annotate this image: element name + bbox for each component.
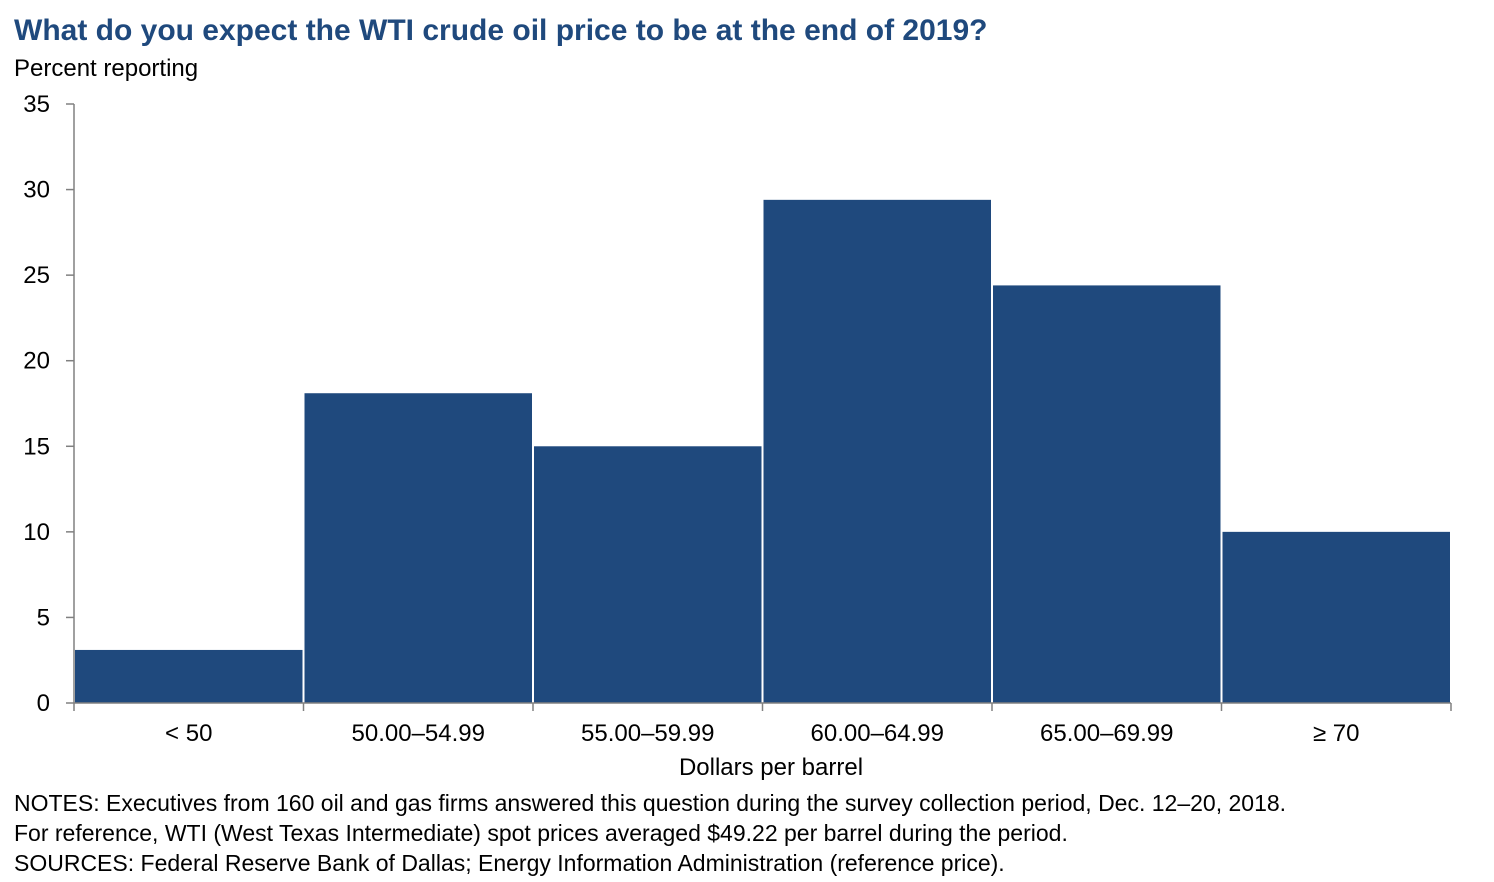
x-tick-label: 65.00–69.99 bbox=[1040, 720, 1173, 747]
y-tick-label: 5 bbox=[37, 604, 50, 631]
notes-line: NOTES: Executives from 160 oil and gas f… bbox=[14, 790, 1287, 816]
x-tick-label: 60.00–64.99 bbox=[811, 720, 944, 747]
x-tick-label: ≥ 70 bbox=[1313, 720, 1360, 747]
y-tick-label: 25 bbox=[23, 262, 50, 289]
sources-line: SOURCES: Federal Reserve Bank of Dallas;… bbox=[14, 850, 1005, 876]
chart-title: What do you expect the WTI crude oil pri… bbox=[14, 14, 988, 47]
y-axis-label: Percent reporting bbox=[14, 55, 199, 82]
y-tick-label: 0 bbox=[37, 690, 50, 717]
y-tick-label: 20 bbox=[23, 348, 50, 375]
bar bbox=[304, 393, 532, 703]
y-tick-label: 30 bbox=[23, 177, 50, 204]
bar bbox=[75, 649, 303, 703]
bar bbox=[534, 446, 762, 703]
bar bbox=[763, 199, 991, 703]
y-tick-label: 15 bbox=[23, 433, 50, 460]
x-tick-label: 55.00–59.99 bbox=[581, 720, 714, 747]
bar bbox=[993, 285, 1221, 703]
x-tick-label: < 50 bbox=[165, 720, 212, 747]
notes-block: NOTES: Executives from 160 oil and gas f… bbox=[14, 788, 1286, 878]
x-tick-label: 50.00–54.99 bbox=[352, 720, 485, 747]
notes-line: For reference, WTI (West Texas Intermedi… bbox=[14, 820, 1068, 846]
y-tick-label: 10 bbox=[23, 519, 50, 546]
y-tick-label: 35 bbox=[23, 91, 50, 118]
x-axis-title: Dollars per barrel bbox=[679, 754, 863, 781]
bar-chart: 0 5 10 15 20 25 30 35 < 50 50.00–54.99 55.00–59.99… bbox=[23, 91, 1452, 781]
bar bbox=[1222, 531, 1450, 703]
